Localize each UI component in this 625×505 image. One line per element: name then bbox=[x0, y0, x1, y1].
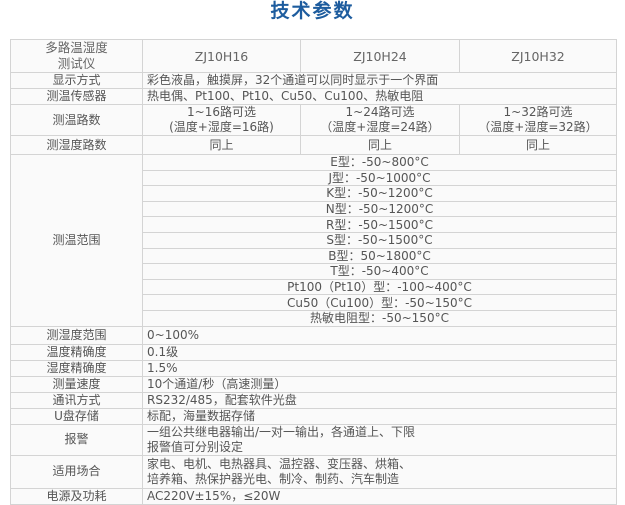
row-value: 10个通道/秒（高速测量） bbox=[142, 375, 617, 393]
spec-table: 多路温湿度 测试仪 ZJ10H16 ZJ10H24 ZJ10H32 显示方式 彩色… bbox=[10, 39, 617, 505]
row-label: 电源及功耗 bbox=[10, 487, 143, 505]
row-label: 测温路数 bbox=[10, 104, 143, 136]
row-value: 同上 bbox=[459, 135, 617, 155]
model-2: ZJ10H24 bbox=[300, 39, 460, 73]
temp-range-value: E型：-50~800°C bbox=[142, 154, 617, 171]
row-value: 标配，海量数据存储 bbox=[142, 407, 617, 425]
temp-range-value: R型：-50~1500°C bbox=[142, 216, 617, 233]
row-value: 1~16路可选 (温度+湿度=16路) bbox=[142, 104, 301, 136]
model-1: ZJ10H16 bbox=[142, 39, 301, 73]
hum-channels-row: 测湿度路数 同上 同上 同上 bbox=[10, 135, 617, 155]
row-value: 彩色液晶，触摸屏，32个通道可以同时显示于一个界面 bbox=[142, 72, 617, 89]
header-row: 多路温湿度 测试仪 ZJ10H16 ZJ10H24 ZJ10H32 bbox=[10, 39, 617, 73]
row-value: 一组公共继电器输出/一对一输出，各通道上、下限 报警值可分别设定 bbox=[142, 423, 617, 456]
spec-row: 通讯方式 RS232/485，配套软件光盘 bbox=[10, 391, 617, 409]
temp-range-row: Cu50（Cu100）型：-50~150°C bbox=[11, 294, 617, 311]
row-value: 1~24路可选 （温度+湿度=24路） bbox=[300, 104, 460, 136]
temp-range-value: N型：-50~1200°C bbox=[142, 200, 617, 218]
spec-row: 测湿度范围 0~100% bbox=[10, 325, 617, 345]
temp-range-value: Cu50（Cu100）型：-50~150°C bbox=[142, 294, 617, 311]
temp-range-value: J型：-50~1000°C bbox=[142, 169, 617, 187]
row-label: 通讯方式 bbox=[10, 391, 143, 409]
temp-range-row: S型：-50~1500°C bbox=[11, 231, 617, 249]
row-label: 湿度精确度 bbox=[10, 359, 143, 377]
product-name: 多路温湿度 测试仪 bbox=[10, 39, 143, 73]
temp-range-value: B型：50~1800°C bbox=[142, 247, 617, 265]
row-label: 测温范围 bbox=[10, 154, 143, 327]
temp-range-row: 测温范围 E型：-50~800°C bbox=[10, 154, 617, 327]
temp-range-value: 热敏电阻型：-50~150°C bbox=[142, 309, 617, 327]
row-value: 同上 bbox=[300, 135, 460, 155]
spec-row: 温度精确度 0.1级 bbox=[10, 343, 617, 361]
temp-channels-row: 测温路数 1~16路可选 (温度+湿度=16路) 1~24路可选 （温度+湿度=24… bbox=[10, 104, 617, 136]
spec-row: 湿度精确度 1.5% bbox=[10, 359, 617, 377]
spec-row: 报警 一组公共继电器输出/一对一输出，各通道上、下限 报警值可分别设定 bbox=[10, 423, 617, 456]
row-value: 0.1级 bbox=[142, 343, 617, 361]
row-label: 测量速度 bbox=[10, 375, 143, 393]
row-label: 测湿度范围 bbox=[10, 325, 143, 345]
temp-range-value: K型：-50~1200°C bbox=[142, 185, 617, 202]
display-row: 显示方式 彩色液晶，触摸屏，32个通道可以同时显示于一个界面 bbox=[10, 72, 617, 89]
row-value: AC220V±15%，≤20W bbox=[142, 487, 617, 505]
spec-row: 测量速度 10个通道/秒（高速测量） bbox=[10, 375, 617, 393]
model-3: ZJ10H32 bbox=[459, 39, 617, 73]
sensor-row: 测温传感器 热电偶、Pt100、Pt10、Cu50、Cu100、热敏电阻 bbox=[10, 88, 617, 105]
temp-range-value: T型：-50~400°C bbox=[142, 263, 617, 280]
temp-range-value: S型：-50~1500°C bbox=[142, 231, 617, 249]
row-value: 热电偶、Pt100、Pt10、Cu50、Cu100、热敏电阻 bbox=[142, 88, 617, 105]
row-value: 0~100% bbox=[142, 325, 617, 345]
temp-range-value: Pt100（Pt10）型：-100~400°C bbox=[142, 278, 617, 296]
row-value: 1~32路可选 （温度+湿度=32路） bbox=[459, 104, 617, 136]
row-value: RS232/485，配套软件光盘 bbox=[142, 391, 617, 409]
row-label: U盘存储 bbox=[10, 407, 143, 425]
row-label: 测湿度路数 bbox=[10, 135, 143, 155]
page-title: 技术参数 bbox=[270, 0, 355, 22]
spec-row: 电源及功耗 AC220V±15%，≤20W bbox=[10, 487, 617, 505]
row-label: 显示方式 bbox=[10, 72, 143, 89]
spec-row: U盘存储 标配，海量数据存储 bbox=[10, 407, 617, 425]
row-value: 1.5% bbox=[142, 359, 617, 377]
row-label: 适用场合 bbox=[10, 454, 143, 489]
row-label: 温度精确度 bbox=[10, 343, 143, 361]
row-label: 测温传感器 bbox=[10, 88, 143, 105]
row-value: 同上 bbox=[142, 135, 301, 155]
row-value: 家电、电机、电热器具、温控器、变压器、烘箱、 培养箱、热保护器光电、制冷、制药、汽… bbox=[142, 454, 617, 489]
row-label: 报警 bbox=[10, 423, 143, 456]
spec-row: 适用场合 家电、电机、电热器具、温控器、变压器、烘箱、 培养箱、热保护器光电、制冷、… bbox=[10, 454, 617, 489]
